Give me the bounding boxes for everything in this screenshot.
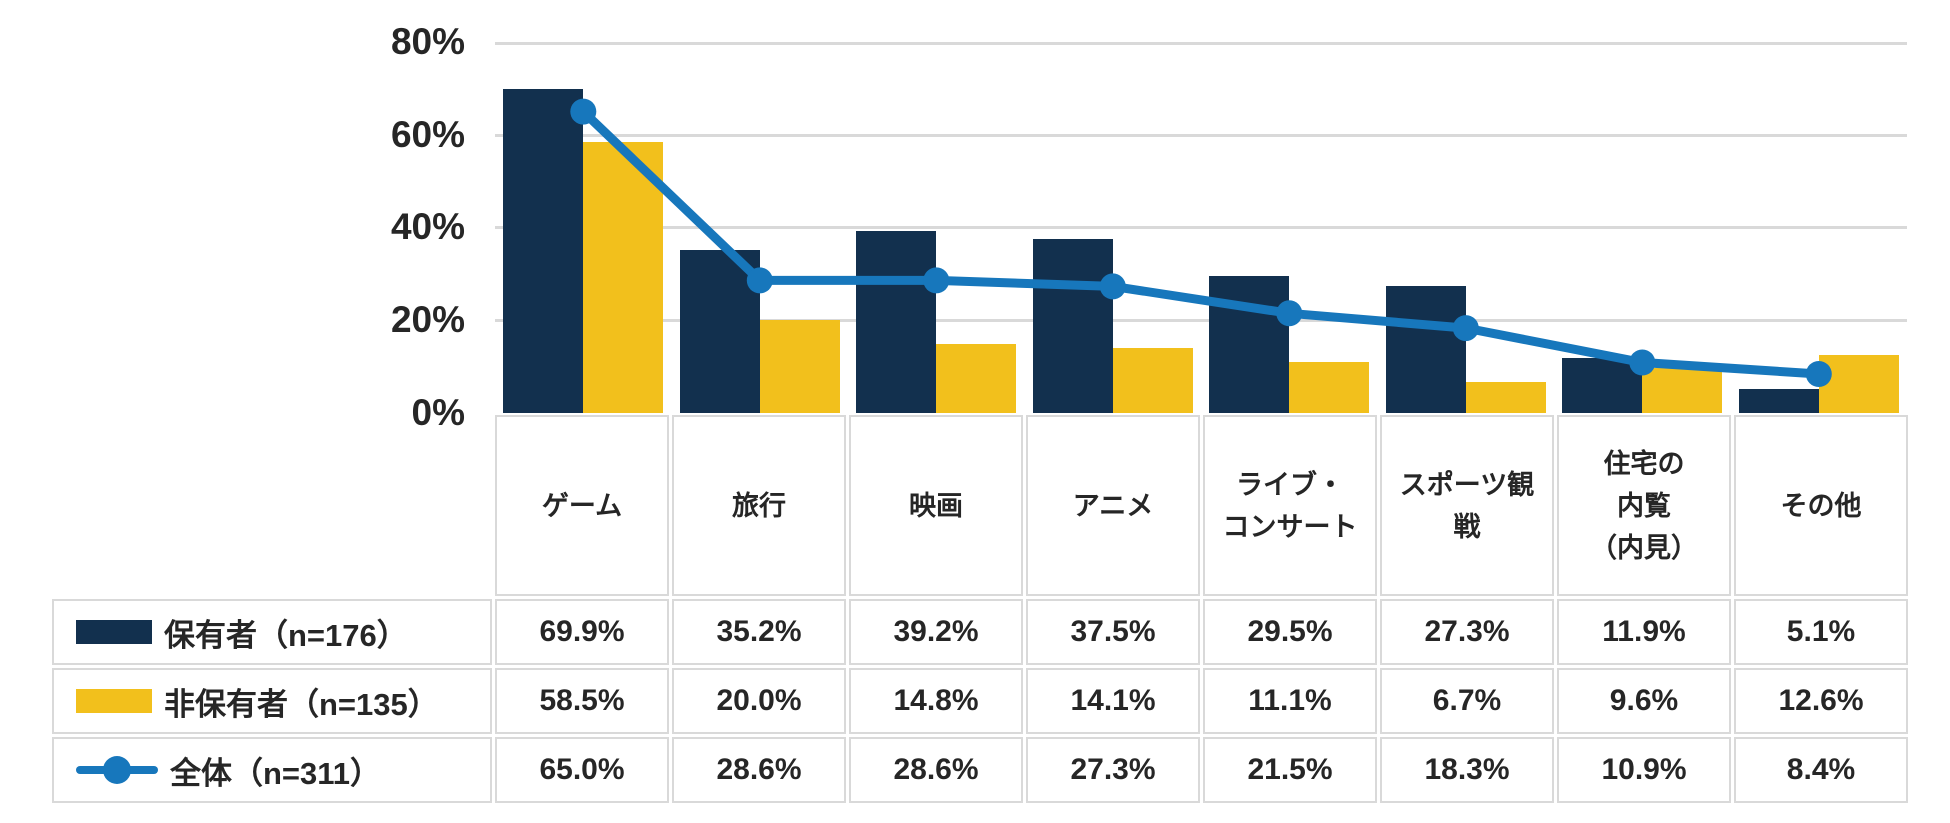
value-owner-5: 27.3%: [1380, 599, 1554, 665]
category-header-anime: アニメ: [1026, 415, 1200, 596]
bar-owner-6: [1562, 357, 1643, 413]
value-owner-1: 35.2%: [672, 599, 846, 665]
value-overall-7: 8.4%: [1734, 737, 1908, 803]
value-overall-4: 21.5%: [1203, 737, 1377, 803]
y-tick-60: 60%: [390, 114, 465, 155]
bar-nonowner-6: [1642, 368, 1723, 413]
legend-cell-owner: 保有者（n=176）: [52, 599, 492, 665]
bar-nonowner-5: [1465, 381, 1546, 413]
overall-line-swatch-icon: [76, 755, 158, 785]
value-owner-7: 5.1%: [1734, 599, 1908, 665]
legend-label-owner: 保有者（n=176）: [164, 617, 408, 653]
bar-nonowner-3: [1112, 347, 1193, 413]
value-nonowner-4: 11.1%: [1203, 668, 1377, 734]
value-overall-3: 27.3%: [1026, 737, 1200, 803]
category-header-game: ゲーム: [495, 415, 669, 596]
category-header-travel: 旅行: [672, 415, 846, 596]
value-nonowner-0: 58.5%: [495, 668, 669, 734]
category-header-house-viewing: 住宅の 内覧 （内見）: [1557, 415, 1731, 596]
bar-nonowner-1: [759, 320, 840, 413]
value-nonowner-2: 14.8%: [849, 668, 1023, 734]
value-nonowner-1: 20.0%: [672, 668, 846, 734]
data-table: ゲーム 旅行 映画 アニメ ライブ・ コンサート スポーツ観 戦 住宅の 内覧 …: [52, 415, 1908, 803]
y-tick-0: 0%: [411, 392, 465, 433]
gridline-40: [495, 226, 1907, 229]
value-overall-5: 18.3%: [1380, 737, 1554, 803]
bar-owner-4: [1209, 276, 1290, 413]
value-owner-0: 69.9%: [495, 599, 669, 665]
value-nonowner-3: 14.1%: [1026, 668, 1200, 734]
gridline-80: [495, 42, 1907, 45]
value-owner-3: 37.5%: [1026, 599, 1200, 665]
value-nonowner-6: 9.6%: [1557, 668, 1731, 734]
value-owner-2: 39.2%: [849, 599, 1023, 665]
value-nonowner-7: 12.6%: [1734, 668, 1908, 734]
category-header-movie: 映画: [849, 415, 1023, 596]
bar-nonowner-0: [583, 141, 664, 413]
y-tick-20: 20%: [390, 299, 465, 340]
bar-owner-2: [856, 231, 937, 413]
category-header-other: その他: [1734, 415, 1908, 596]
value-nonowner-5: 6.7%: [1380, 668, 1554, 734]
bar-owner-3: [1032, 239, 1113, 413]
bar-owner-0: [503, 88, 584, 413]
owner-bar-swatch-icon: [76, 620, 152, 644]
bar-nonowner-4: [1289, 361, 1370, 413]
marker-dot-glyph: [103, 756, 131, 784]
value-overall-2: 28.6%: [849, 737, 1023, 803]
value-overall-0: 65.0%: [495, 737, 669, 803]
legend-label-overall: 全体（n=311）: [170, 755, 382, 791]
value-owner-4: 29.5%: [1203, 599, 1377, 665]
bar-owner-1: [679, 249, 760, 413]
nonowner-bar-swatch-icon: [76, 689, 152, 713]
legend-cell-nonowner: 非保有者（n=135）: [52, 668, 492, 734]
gridline-60: [495, 134, 1907, 137]
category-header-sports-watch: スポーツ観 戦: [1380, 415, 1554, 596]
category-header-live-concert: ライブ・ コンサート: [1203, 415, 1377, 596]
value-overall-6: 10.9%: [1557, 737, 1731, 803]
y-tick-40: 40%: [390, 206, 465, 247]
legend-cell-overall: 全体（n=311）: [52, 737, 492, 803]
bar-owner-5: [1385, 286, 1466, 413]
value-overall-1: 28.6%: [672, 737, 846, 803]
legend-label-nonowner: 非保有者（n=135）: [164, 686, 439, 722]
table-corner-spacer: [52, 415, 492, 596]
bar-nonowner-2: [936, 344, 1017, 413]
bar-owner-7: [1738, 389, 1819, 413]
bar-nonowner-7: [1818, 354, 1899, 413]
plot-area: [495, 42, 1907, 413]
y-tick-80: 80%: [390, 21, 465, 62]
value-owner-6: 11.9%: [1557, 599, 1731, 665]
